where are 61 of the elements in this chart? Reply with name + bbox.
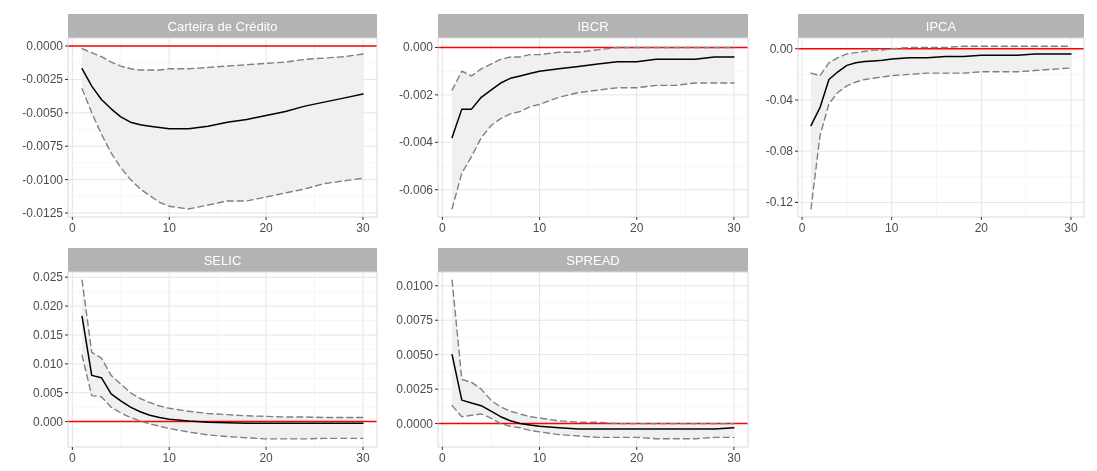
line-series [451, 56, 735, 139]
chart-title: SPREAD [566, 252, 620, 268]
x-tick-label: 0 [798, 221, 806, 235]
y-tick-label: 0.0000 [26, 39, 64, 54]
line-series [451, 46, 735, 91]
y-tick-label: 0.00 [769, 41, 794, 56]
line-series [810, 53, 1072, 127]
x-tick-label: 30 [356, 221, 370, 235]
x-tick-label: 30 [727, 451, 741, 465]
x-tick-label: 10 [885, 221, 899, 235]
y-tick-label: -0.0100 [22, 172, 64, 187]
x-tick-label: 0 [439, 221, 447, 235]
line-series [451, 353, 735, 430]
y-tick-label: 0.005 [32, 385, 64, 400]
line-series [451, 82, 735, 210]
y-tick-label: 0.025 [32, 270, 64, 285]
y-tick-label: 0.0025 [396, 382, 434, 397]
x-tick-label: 30 [356, 451, 370, 465]
y-tick-label: 0.0000 [396, 416, 434, 431]
line-series [81, 315, 364, 425]
y-tick-label: 0.000 [402, 40, 434, 55]
x-tick-label: 0 [69, 451, 77, 465]
chart-title: SELIC [203, 252, 242, 268]
y-tick-label: 0.000 [32, 414, 64, 429]
x-tick-label: 10 [162, 451, 177, 465]
y-tick-label: -0.0075 [22, 139, 64, 154]
line-series [81, 88, 364, 210]
y-tick-label: -0.04 [765, 92, 794, 107]
y-tick-label: -0.004 [398, 135, 434, 150]
y-tick-label: 0.0075 [396, 313, 434, 328]
x-tick-label: 10 [162, 221, 177, 235]
y-tick-label: -0.12 [765, 195, 794, 210]
line-series [81, 47, 364, 71]
line-series [451, 404, 735, 440]
x-tick-label: 20 [974, 221, 989, 235]
y-tick-label: 0.0050 [396, 347, 434, 362]
chart-title: Carteira de Crédito [167, 18, 278, 34]
y-tick-label: 0.010 [32, 356, 64, 371]
y-tick-label: -0.0025 [22, 72, 64, 87]
y-tick-label: 0.015 [32, 327, 64, 342]
y-tick-label: -0.08 [765, 144, 794, 159]
x-tick-label: 10 [532, 221, 547, 235]
line-series [81, 354, 364, 440]
x-tick-label: 20 [630, 451, 644, 465]
x-tick-label: 0 [69, 221, 77, 235]
x-tick-label: 30 [727, 221, 741, 235]
y-tick-label: -0.006 [398, 182, 434, 197]
y-tick-label: -0.0050 [22, 105, 64, 120]
x-tick-label: 0 [439, 451, 447, 465]
y-tick-label: -0.0125 [22, 205, 64, 220]
line-series [81, 67, 364, 130]
y-tick-label: 0.020 [32, 299, 64, 314]
x-tick-label: 20 [630, 221, 644, 235]
chart-title: IBCR [577, 18, 609, 34]
chart-title: IPCA [925, 18, 957, 34]
x-tick-label: 30 [1064, 221, 1078, 235]
y-tick-label: 0.0100 [396, 278, 434, 293]
x-tick-label: 20 [259, 221, 274, 235]
x-tick-label: 10 [532, 451, 547, 465]
x-tick-label: 20 [259, 451, 274, 465]
y-tick-label: -0.002 [398, 87, 434, 102]
